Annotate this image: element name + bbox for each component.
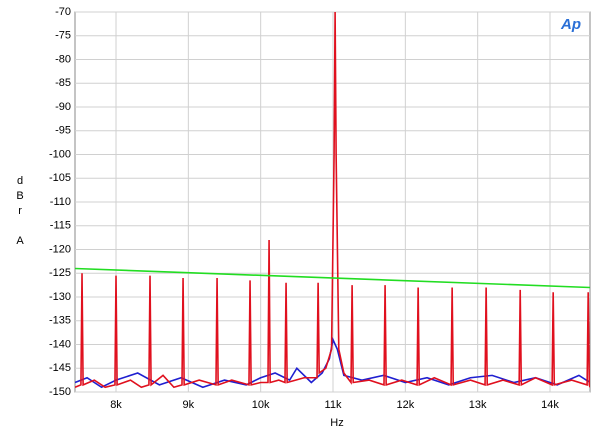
- x-tick-label: 13k: [469, 399, 487, 411]
- y-tick-label: -130: [49, 291, 71, 303]
- data-line: [75, 267, 590, 289]
- x-tick-label: 8k: [110, 399, 122, 411]
- y-tick-label: -110: [50, 196, 71, 208]
- y-tick-label: -95: [55, 125, 71, 137]
- y-tick-label: -120: [49, 243, 71, 255]
- y-tick-label: -105: [49, 172, 71, 184]
- x-tick-label: 14k: [541, 399, 559, 411]
- y-tick-label: -140: [49, 338, 71, 350]
- x-tick-label: 9k: [183, 399, 195, 411]
- y-tick-label: -115: [50, 220, 71, 232]
- x-tick-label: 10k: [252, 399, 270, 411]
- y-tick-label: -100: [49, 148, 71, 160]
- x-tick-label: 12k: [396, 399, 414, 411]
- y-tick-label: -150: [49, 386, 71, 398]
- y-tick-label: -80: [55, 53, 71, 65]
- y-tick-label: -125: [49, 267, 71, 279]
- y-tick-label: -135: [49, 315, 71, 327]
- data-line: [75, 12, 590, 389]
- y-tick-label: -75: [55, 30, 71, 42]
- y-tick-label: -70: [55, 6, 71, 18]
- y-axis-label: dBr A: [14, 175, 26, 250]
- y-tick-label: -145: [49, 362, 71, 374]
- y-tick-label: -90: [55, 101, 71, 113]
- x-axis-label: Hz: [330, 417, 343, 429]
- y-tick-label: -85: [55, 77, 71, 89]
- logo: Ap: [560, 16, 581, 33]
- x-tick-label: 11k: [325, 399, 342, 411]
